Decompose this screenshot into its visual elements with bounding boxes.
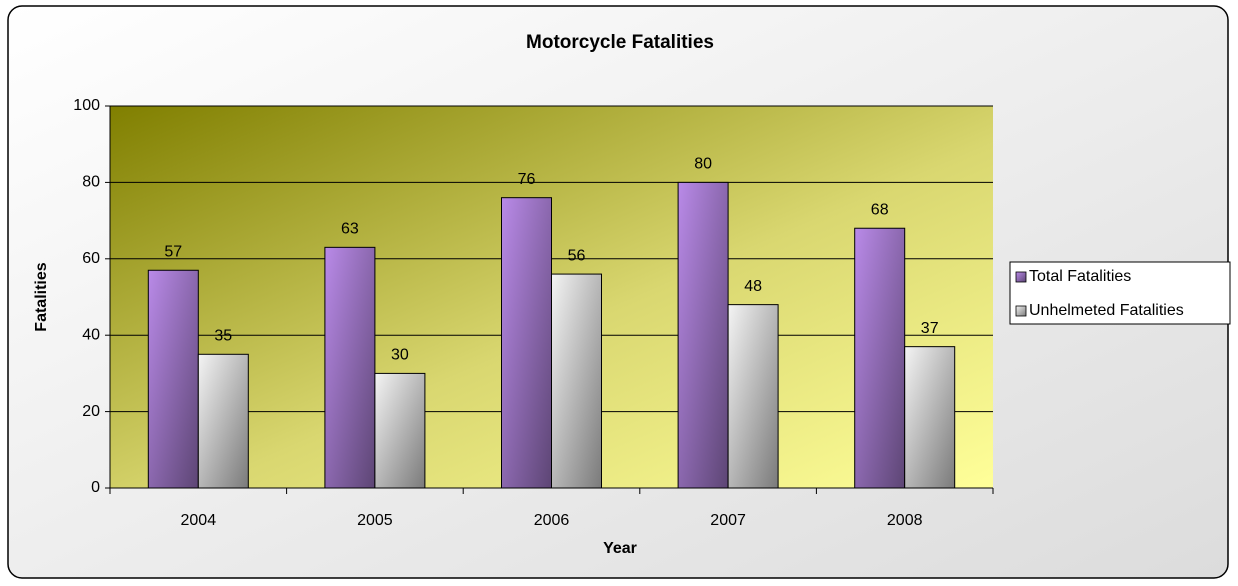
bar xyxy=(727,304,779,489)
data-label: 37 xyxy=(921,320,939,337)
data-label: 35 xyxy=(214,328,232,345)
data-label: 30 xyxy=(391,347,409,364)
x-tick-label: 2007 xyxy=(710,512,746,529)
y-tick-label: 20 xyxy=(82,403,100,420)
y-tick-label: 0 xyxy=(91,479,100,496)
legend-swatch-shade xyxy=(1016,272,1026,282)
data-label: 68 xyxy=(871,201,889,218)
bar xyxy=(147,269,199,489)
data-label: 80 xyxy=(694,156,712,173)
bar xyxy=(904,346,956,489)
data-label: 63 xyxy=(341,221,359,238)
legend-label: Unhelmeted Fatalities xyxy=(1029,302,1184,319)
bar xyxy=(324,246,376,489)
legend xyxy=(1009,261,1231,325)
legend-swatch-shade xyxy=(1016,306,1026,316)
x-tick-label: 2004 xyxy=(181,512,217,529)
bar xyxy=(501,197,552,489)
bar xyxy=(374,372,426,489)
legend-label: Total Fatalities xyxy=(1029,268,1131,285)
x-tick-label: 2005 xyxy=(357,512,393,529)
x-tick-label: 2008 xyxy=(887,512,923,529)
y-tick-label: 40 xyxy=(82,326,100,343)
y-tick-label: 100 xyxy=(73,97,100,114)
y-tick-label: 60 xyxy=(82,250,100,267)
y-axis-label: Fatalities xyxy=(33,262,50,331)
bar xyxy=(197,353,249,489)
bar xyxy=(551,273,602,489)
data-label: 57 xyxy=(164,243,182,260)
bar xyxy=(854,227,906,489)
data-label: 56 xyxy=(568,247,586,264)
data-label: 48 xyxy=(744,278,762,295)
x-tick-label: 2006 xyxy=(534,512,570,529)
data-label: 76 xyxy=(518,171,536,188)
y-tick-label: 80 xyxy=(82,174,100,191)
x-axis-label: Year xyxy=(603,540,637,557)
chart-title: Motorcycle Fatalities xyxy=(526,32,714,53)
bar xyxy=(677,181,729,489)
